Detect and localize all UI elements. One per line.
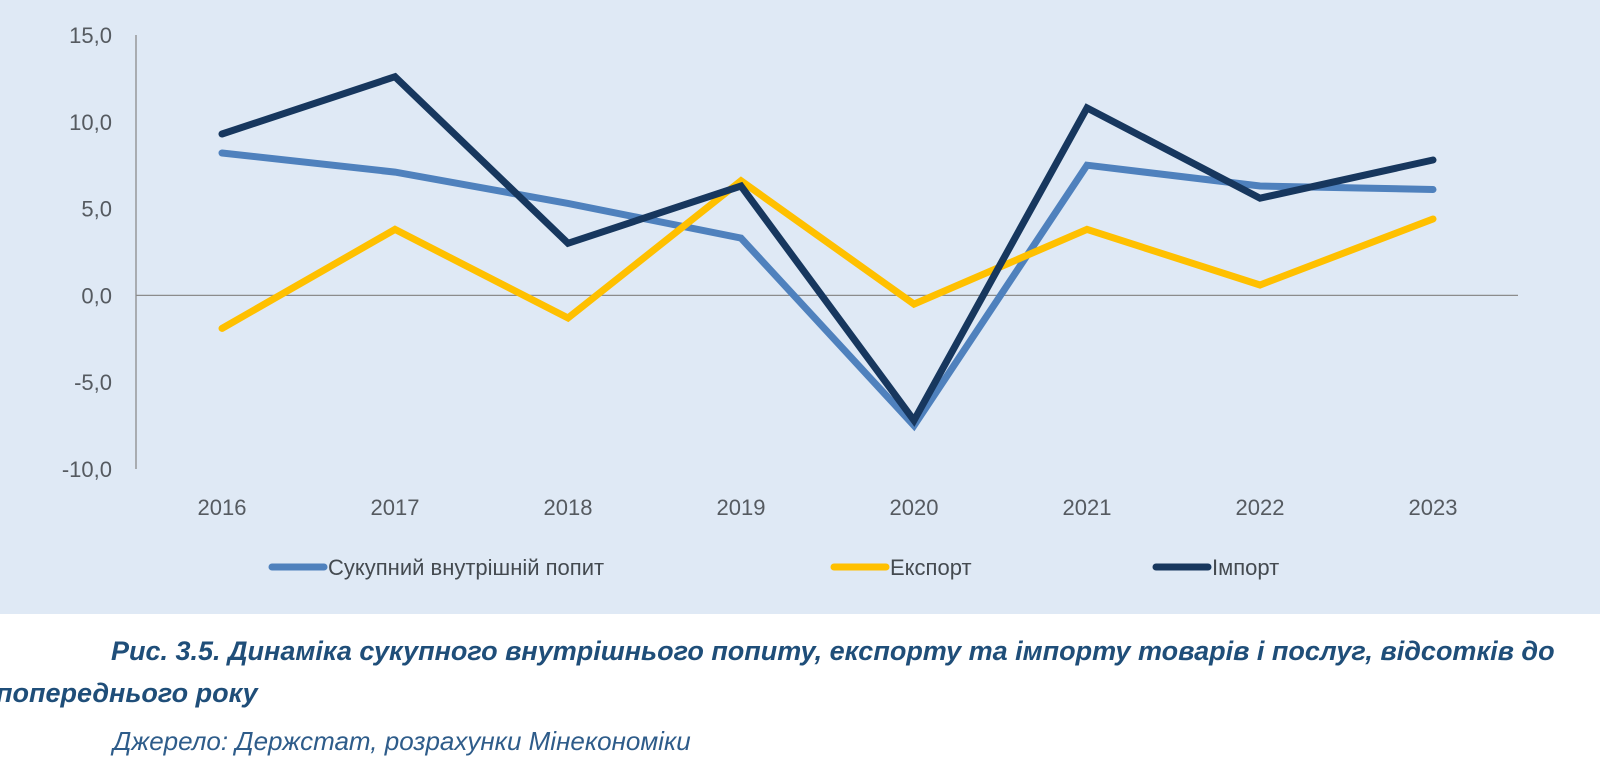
y-tick-label: 15,0 — [69, 23, 112, 48]
x-tick-label: 2017 — [371, 495, 420, 520]
line-chart: 15,0 10,0 5,0 0,0 -5,0 -10,0 2016 2017 2018 2019… — [62, 23, 1518, 580]
legend-label: Імпорт — [1212, 555, 1279, 580]
y-axis: 15,0 10,0 5,0 0,0 -5,0 -10,0 — [62, 23, 137, 482]
x-tick-label: 2018 — [544, 495, 593, 520]
series-lines — [218, 72, 1437, 432]
chart-panel: 15,0 10,0 5,0 0,0 -5,0 -10,0 2016 2017 2018 2019… — [0, 0, 1600, 614]
figure-caption-title: Рис. 3.5. Динаміка сукупного внутрішньог… — [0, 636, 1555, 708]
series-line-1 — [218, 176, 1437, 332]
x-tick-label: 2019 — [717, 495, 766, 520]
x-tick-label: 2020 — [890, 495, 939, 520]
y-tick-label: 0,0 — [81, 283, 112, 308]
x-tick-label: 2023 — [1409, 495, 1458, 520]
y-tick-label: -5,0 — [74, 370, 112, 395]
legend-label: Сукупний внутрішній попит — [328, 555, 604, 580]
figure-caption-source: Джерело: Держстат, розрахунки Мінекономі… — [113, 726, 691, 756]
series-line-2 — [218, 72, 1437, 427]
legend: Сукупний внутрішній попит Експорт Імпорт — [268, 555, 1279, 580]
y-tick-label: 5,0 — [81, 197, 112, 222]
x-tick-label: 2021 — [1063, 495, 1112, 520]
y-tick-label: 10,0 — [69, 110, 112, 135]
y-tick-label: -10,0 — [62, 457, 112, 482]
legend-label: Експорт — [890, 555, 972, 580]
x-tick-label: 2016 — [198, 495, 247, 520]
x-axis: 2016 2017 2018 2019 2020 2021 2022 2023 — [136, 294, 1518, 520]
x-tick-label: 2022 — [1236, 495, 1285, 520]
